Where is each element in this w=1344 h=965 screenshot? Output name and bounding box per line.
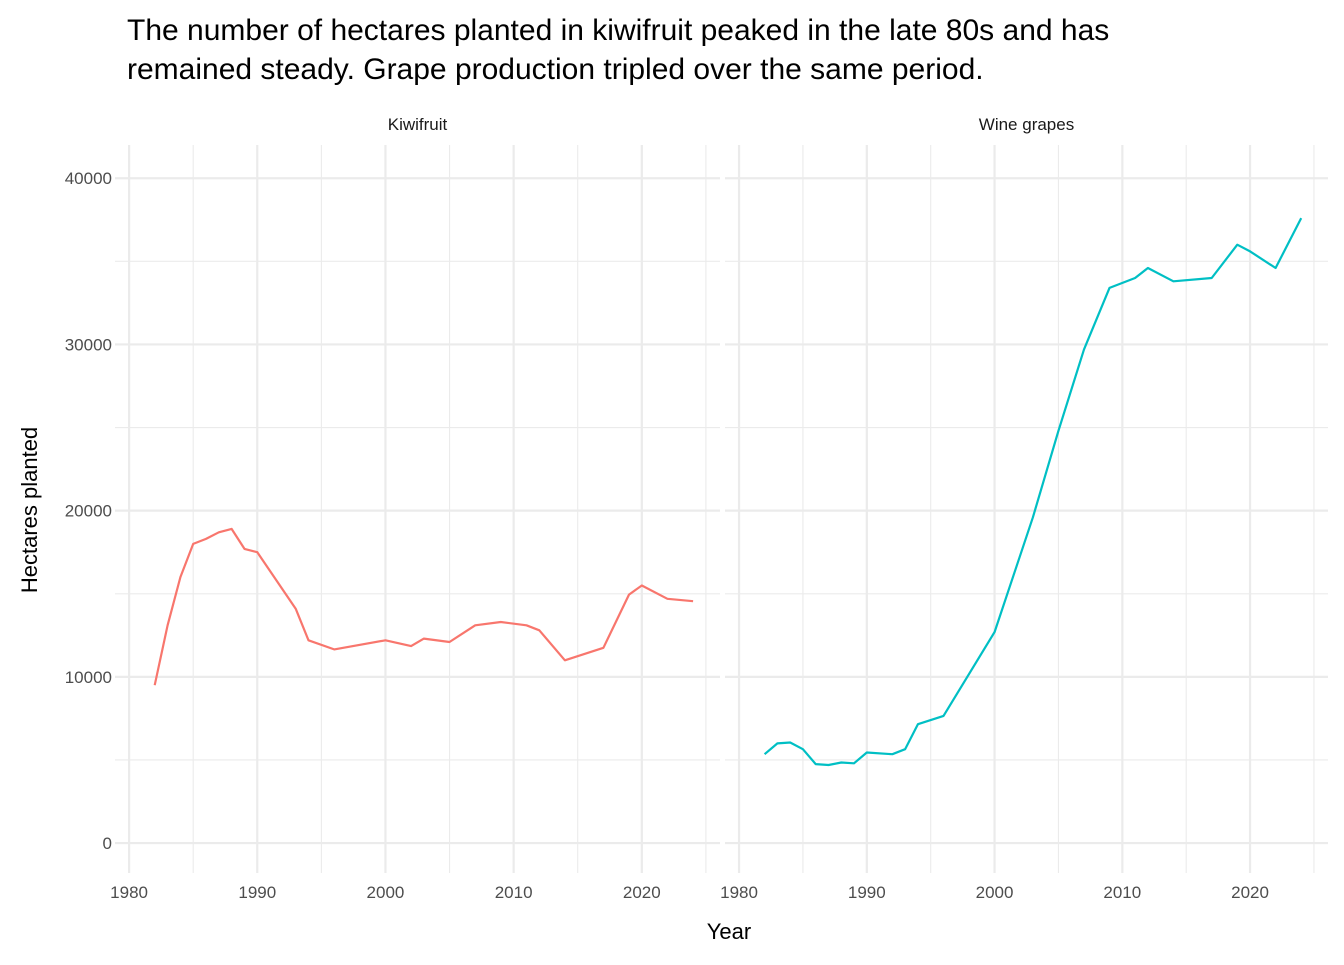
x-tick-label: 1990 bbox=[848, 883, 886, 902]
x-axis-label: Year bbox=[707, 919, 751, 944]
x-tick-label: 1980 bbox=[720, 883, 758, 902]
x-tick-label: 2010 bbox=[1103, 883, 1141, 902]
x-tick-label: 2000 bbox=[976, 883, 1014, 902]
y-tick-label: 40000 bbox=[65, 169, 112, 188]
panel-kiwifruit: Kiwifruit 1980 1990 2000 2010 2020 0 10000 20000… bbox=[65, 115, 720, 902]
series-line-wine-grapes bbox=[765, 218, 1302, 765]
chart-title-line-2: remained steady. Grape production triple… bbox=[127, 53, 984, 86]
panel-wine-grapes: Wine grapes 1980 1990 2000 2010 2020 bbox=[720, 115, 1328, 902]
y-tick-label: 20000 bbox=[65, 502, 112, 521]
y-tick-label: 0 bbox=[103, 834, 112, 853]
x-tick-label: 2020 bbox=[1231, 883, 1269, 902]
y-axis-label: Hectares planted bbox=[17, 427, 42, 593]
facet-strip-label: Kiwifruit bbox=[388, 115, 448, 134]
facet-strip-label: Wine grapes bbox=[979, 115, 1074, 134]
series-line-kiwifruit bbox=[155, 529, 693, 685]
y-tick-label: 30000 bbox=[65, 335, 112, 354]
x-tick-label: 1990 bbox=[238, 883, 276, 902]
chart-title-line-1: The number of hectares planted in kiwifr… bbox=[127, 14, 1109, 47]
x-tick-label: 2010 bbox=[495, 883, 533, 902]
x-tick-label: 2000 bbox=[367, 883, 405, 902]
y-tick-label: 10000 bbox=[65, 668, 112, 687]
x-tick-label: 1980 bbox=[110, 883, 148, 902]
x-tick-label: 2020 bbox=[623, 883, 661, 902]
